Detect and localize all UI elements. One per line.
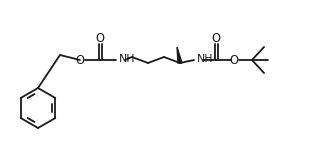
Text: NH: NH (197, 54, 214, 64)
Polygon shape (177, 47, 182, 63)
Text: O: O (212, 32, 220, 44)
Text: O: O (95, 32, 105, 44)
Text: NH: NH (119, 54, 135, 64)
Text: O: O (75, 54, 85, 66)
Text: O: O (230, 54, 238, 66)
